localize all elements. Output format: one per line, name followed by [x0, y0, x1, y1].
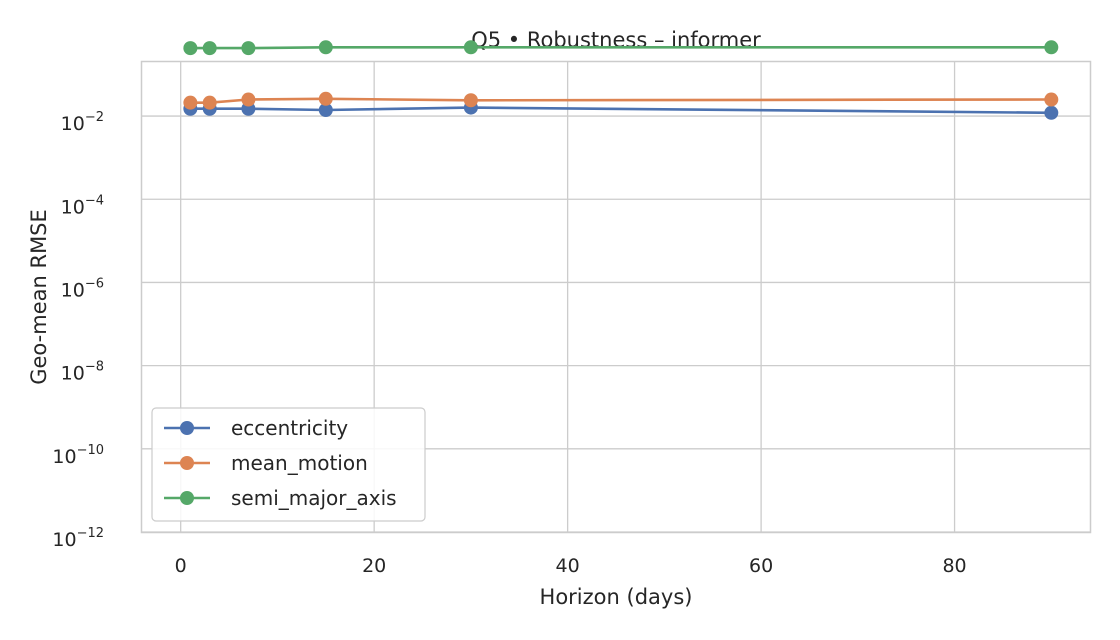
legend-label-mean_motion: mean_motion — [231, 451, 368, 475]
plot-frame — [140, 60, 1092, 534]
data-point-semi_major_axis — [183, 41, 198, 56]
x-tick-label: 0 — [175, 555, 187, 577]
legend-marker-semi_major_axis — [180, 491, 194, 505]
legend: eccentricity mean_motion semi_major_axis — [151, 407, 426, 522]
x-tick-label: 20 — [362, 555, 386, 577]
y-tick-label: 10−6 — [61, 276, 104, 301]
data-point-semi_major_axis — [202, 41, 217, 56]
legend-marker-mean_motion — [180, 456, 194, 470]
data-point-semi_major_axis — [318, 40, 333, 55]
legend-marker-eccentricity — [180, 421, 194, 435]
y-axis-title: Geo-mean RMSE — [27, 209, 51, 385]
data-point-mean_motion — [202, 95, 217, 110]
data-point-mean_motion — [318, 91, 333, 106]
data-point-semi_major_axis — [1044, 40, 1059, 55]
data-point-eccentricity — [318, 102, 333, 117]
data-point-semi_major_axis — [463, 40, 478, 55]
x-tick-label: 40 — [556, 555, 580, 577]
grid — [142, 62, 1090, 533]
x-tick-label: 80 — [942, 555, 966, 577]
legend-label-semi_major_axis: semi_major_axis — [231, 486, 397, 510]
series-layer — [183, 40, 1059, 120]
x-axis-title: Horizon (days) — [540, 585, 693, 609]
x-tick-label: 60 — [749, 555, 773, 577]
data-point-mean_motion — [241, 92, 256, 107]
data-point-eccentricity — [1044, 105, 1059, 120]
legend-box — [151, 407, 426, 522]
data-point-mean_motion — [183, 95, 198, 110]
data-point-semi_major_axis — [241, 41, 256, 56]
legend-label-eccentricity: eccentricity — [231, 416, 348, 440]
data-point-mean_motion — [1044, 92, 1059, 107]
data-point-mean_motion — [463, 93, 478, 108]
